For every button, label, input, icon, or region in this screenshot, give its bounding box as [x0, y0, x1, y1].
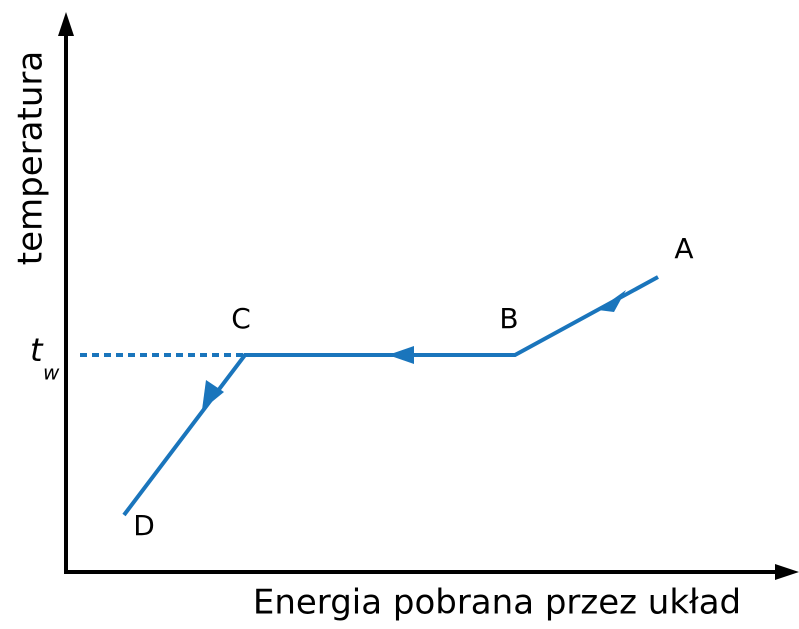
direction-arrow — [598, 290, 626, 312]
reference-subscript: w — [43, 361, 60, 385]
point-label: C — [231, 302, 251, 335]
y-axis-arrow — [58, 12, 74, 36]
curve — [122, 275, 659, 517]
direction-arrow — [202, 380, 224, 410]
x-axis-arrow — [775, 564, 799, 580]
point-label: D — [133, 509, 155, 542]
point-label: A — [674, 232, 693, 265]
x-axis-label: Energia pobrana przez układ — [253, 583, 741, 623]
point-label: B — [499, 302, 518, 335]
reference-label: t — [30, 331, 44, 369]
y-axis-label: temperatura — [11, 51, 51, 265]
direction-arrow — [388, 346, 414, 364]
